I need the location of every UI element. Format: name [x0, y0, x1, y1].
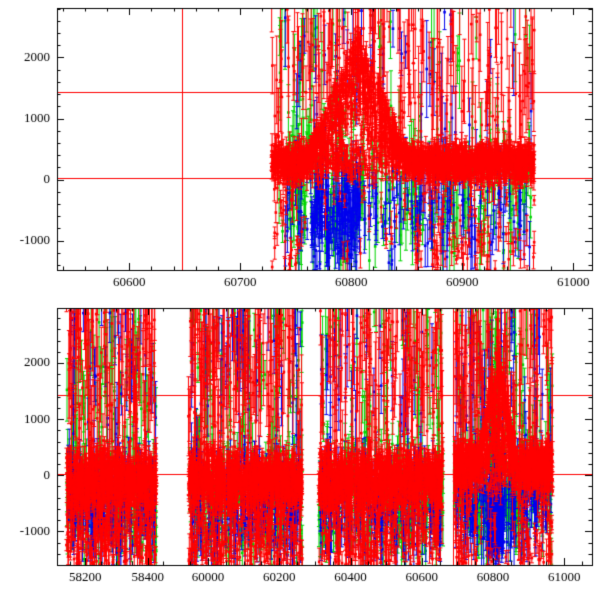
light-curve-canvas [0, 0, 600, 600]
light-curve-figure [0, 0, 600, 600]
